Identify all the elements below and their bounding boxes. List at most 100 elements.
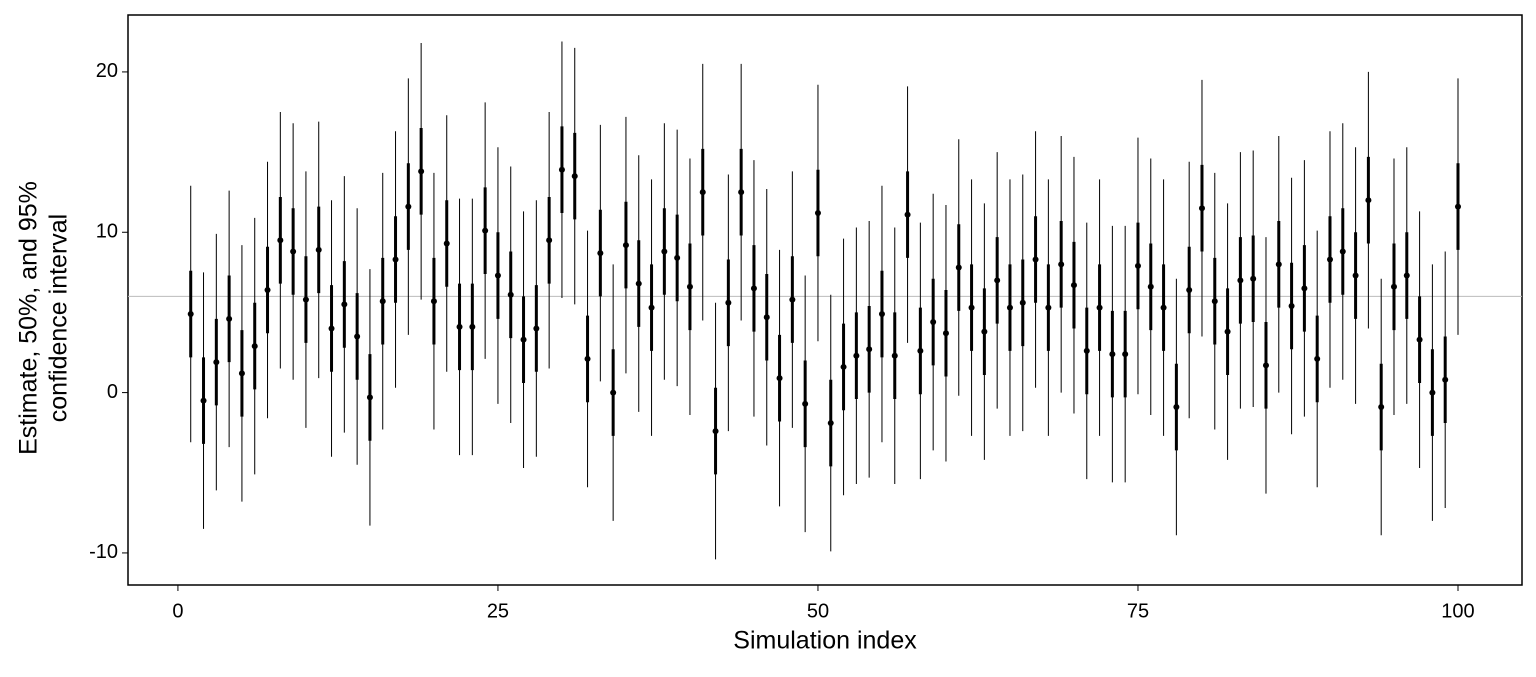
estimate-point — [520, 336, 527, 343]
estimate-point — [1365, 197, 1372, 204]
estimate-point — [1134, 262, 1141, 269]
estimate-point — [1403, 272, 1410, 279]
estimate-point — [904, 211, 911, 218]
estimate-point — [1454, 203, 1461, 210]
estimate-point — [674, 254, 681, 261]
estimate-point — [507, 291, 514, 298]
estimate-point — [290, 248, 297, 255]
estimate-point — [917, 347, 924, 354]
estimate-point — [942, 330, 949, 337]
estimate-point — [699, 189, 706, 196]
estimate-point — [456, 323, 463, 330]
estimate-point — [597, 250, 604, 257]
estimate-point — [187, 311, 194, 318]
plot-border — [127, 14, 1523, 586]
estimate-point — [840, 363, 847, 370]
estimate-point — [1339, 248, 1346, 255]
estimate-point — [418, 168, 425, 175]
estimate-point — [1288, 303, 1295, 310]
estimate-point — [430, 298, 437, 305]
y-axis-label: confidence interval — [45, 214, 73, 422]
estimate-point — [878, 311, 885, 318]
estimate-point — [1378, 404, 1385, 411]
estimate-point — [955, 264, 962, 271]
estimate-point — [1275, 261, 1282, 268]
estimate-point — [648, 304, 655, 311]
estimate-point — [341, 301, 348, 308]
estimate-point — [264, 286, 271, 293]
estimate-point — [558, 166, 565, 173]
estimate-point — [379, 298, 386, 305]
estimate-point — [1186, 286, 1193, 293]
x-axis-label: Simulation index — [733, 627, 917, 655]
estimate-point — [1032, 256, 1039, 263]
estimate-point — [776, 375, 783, 382]
y-axis-label: Estimate, 50%, and 95% — [15, 181, 43, 455]
y-tick-label: 20 — [96, 60, 118, 82]
estimate-point — [584, 355, 591, 362]
estimate-point — [789, 296, 796, 303]
estimate-point — [622, 242, 629, 249]
estimate-point — [238, 370, 245, 377]
estimate-point — [750, 285, 757, 292]
estimate-point — [930, 319, 937, 326]
estimate-point — [1147, 283, 1154, 290]
estimate-point — [482, 227, 489, 234]
estimate-point — [1224, 328, 1231, 335]
estimate-point — [213, 359, 220, 366]
estimate-point — [1262, 362, 1269, 369]
estimate-point — [277, 237, 284, 244]
estimate-point — [853, 352, 860, 359]
estimate-point — [686, 283, 693, 290]
estimate-point — [1083, 347, 1090, 354]
estimate-point — [494, 272, 501, 279]
estimate-point — [1070, 282, 1077, 289]
estimate-point — [1301, 285, 1308, 292]
estimate-point — [315, 246, 322, 253]
estimate-point — [226, 315, 233, 322]
y-tick-label: -10 — [89, 541, 118, 563]
estimate-point — [1096, 304, 1103, 311]
estimate-point — [1250, 275, 1257, 282]
estimate-point — [1019, 299, 1026, 306]
estimate-point — [1237, 277, 1244, 284]
estimate-point — [891, 352, 898, 359]
estimate-point — [469, 323, 476, 330]
x-tick-label: 25 — [487, 600, 509, 622]
estimate-point — [533, 325, 540, 332]
estimate-point — [1058, 261, 1065, 268]
estimate-point — [725, 299, 732, 306]
estimate-point — [712, 428, 719, 435]
estimate-point — [328, 325, 335, 332]
estimate-point — [1109, 351, 1116, 358]
estimate-point — [1006, 304, 1013, 311]
estimate-point — [827, 420, 834, 427]
estimate-point — [443, 240, 450, 247]
estimate-point — [546, 237, 553, 244]
estimate-point — [981, 328, 988, 335]
estimate-point — [1416, 336, 1423, 343]
estimate-point — [1390, 283, 1397, 290]
estimate-point — [571, 173, 578, 180]
estimate-point — [610, 389, 617, 396]
estimate-point — [1160, 304, 1167, 311]
estimate-point — [354, 333, 361, 340]
estimate-point — [1122, 351, 1129, 358]
estimate-point — [1442, 376, 1449, 383]
estimate-point — [814, 210, 821, 217]
estimate-point — [1045, 304, 1052, 311]
estimate-point — [200, 397, 207, 404]
estimate-point — [1326, 256, 1333, 263]
estimate-point — [802, 400, 809, 407]
estimate-point — [1173, 404, 1180, 411]
estimate-point — [251, 343, 258, 350]
x-tick-label: 0 — [172, 600, 183, 622]
estimate-point — [1211, 298, 1218, 305]
estimate-point — [635, 280, 642, 287]
estimate-point — [968, 304, 975, 311]
estimate-point — [392, 256, 399, 263]
x-tick-label: 50 — [807, 600, 829, 622]
estimate-point — [1314, 355, 1321, 362]
